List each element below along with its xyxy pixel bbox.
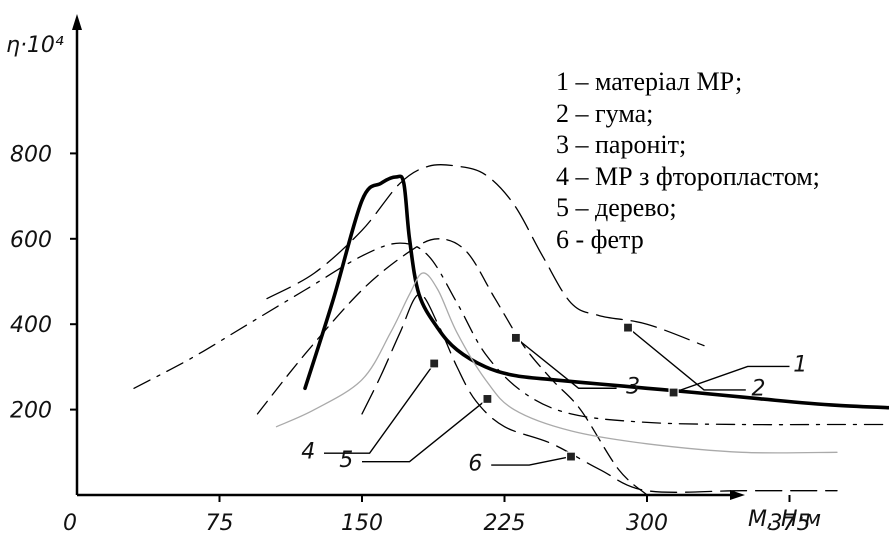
axes [72, 14, 745, 500]
callout-marker-6 [565, 451, 577, 462]
legend-item-4: 4 – МР з фторопластом; [556, 161, 820, 191]
callout-label-6: 6 [468, 452, 482, 477]
series-line-4 [275, 272, 838, 454]
legend-item-3: 3 – пароніт; [556, 130, 687, 159]
x-tick-label-225: 225 [484, 511, 526, 536]
callout-marker-3 [510, 332, 521, 343]
y-tick-label-800: 800 [10, 142, 52, 167]
callout-leader-4 [324, 363, 435, 454]
y-tick-label-200: 200 [10, 399, 52, 424]
x-axis-arrow [730, 490, 745, 500]
callout-marker-4 [429, 358, 440, 369]
callout-label-2: 2 [752, 376, 766, 401]
callout-label-1: 1 [793, 352, 807, 377]
x-tick-label-300: 300 [626, 511, 668, 536]
callout-marker-2 [622, 322, 634, 333]
y-tick-label-600: 600 [10, 228, 52, 253]
callout-marker-1 [668, 387, 679, 398]
y-axis-label: η·10⁴ [6, 33, 64, 58]
series-line-1 [303, 174, 889, 410]
x-tick-label-150: 150 [341, 511, 383, 536]
series-line-5 [361, 293, 838, 493]
legend-item-5: 5 – дерево; [556, 193, 677, 222]
legend-item-2: 2 – гума; [556, 98, 654, 128]
series-line-2 [266, 163, 705, 347]
callout-leader-1 [673, 365, 790, 394]
legend-item-1: 1 – матеріал МР; [556, 67, 743, 96]
series-layer [133, 163, 889, 496]
callout-layer: 1 2 3 4 5 6 [301, 322, 807, 477]
series-line-3 [256, 238, 648, 496]
ticks-layer: 20040060080075150225300375450525 [10, 142, 811, 536]
callout-leader-3 [515, 337, 617, 389]
x-origin-label: 0 [63, 511, 77, 536]
callout-leader-6 [491, 455, 572, 466]
x-axis-label: M, Н·м [748, 507, 821, 532]
legend: 1 – матеріал МР; 2 – гума; 3 – пароніт; … [556, 66, 820, 255]
y-axis-arrow [72, 14, 82, 30]
legend-item-6: 6 - фетр [556, 224, 644, 254]
y-tick-label-400: 400 [10, 313, 52, 338]
callout-leader-2 [627, 327, 746, 391]
callout-label-5: 5 [339, 448, 353, 473]
callout-label-4: 4 [301, 440, 315, 465]
x-tick-label-75: 75 [206, 511, 234, 536]
callout-leader-5 [362, 398, 488, 463]
x-tick-label-375: 375 [769, 511, 811, 536]
callout-label-3: 3 [626, 375, 640, 400]
callout-marker-5 [482, 393, 493, 405]
